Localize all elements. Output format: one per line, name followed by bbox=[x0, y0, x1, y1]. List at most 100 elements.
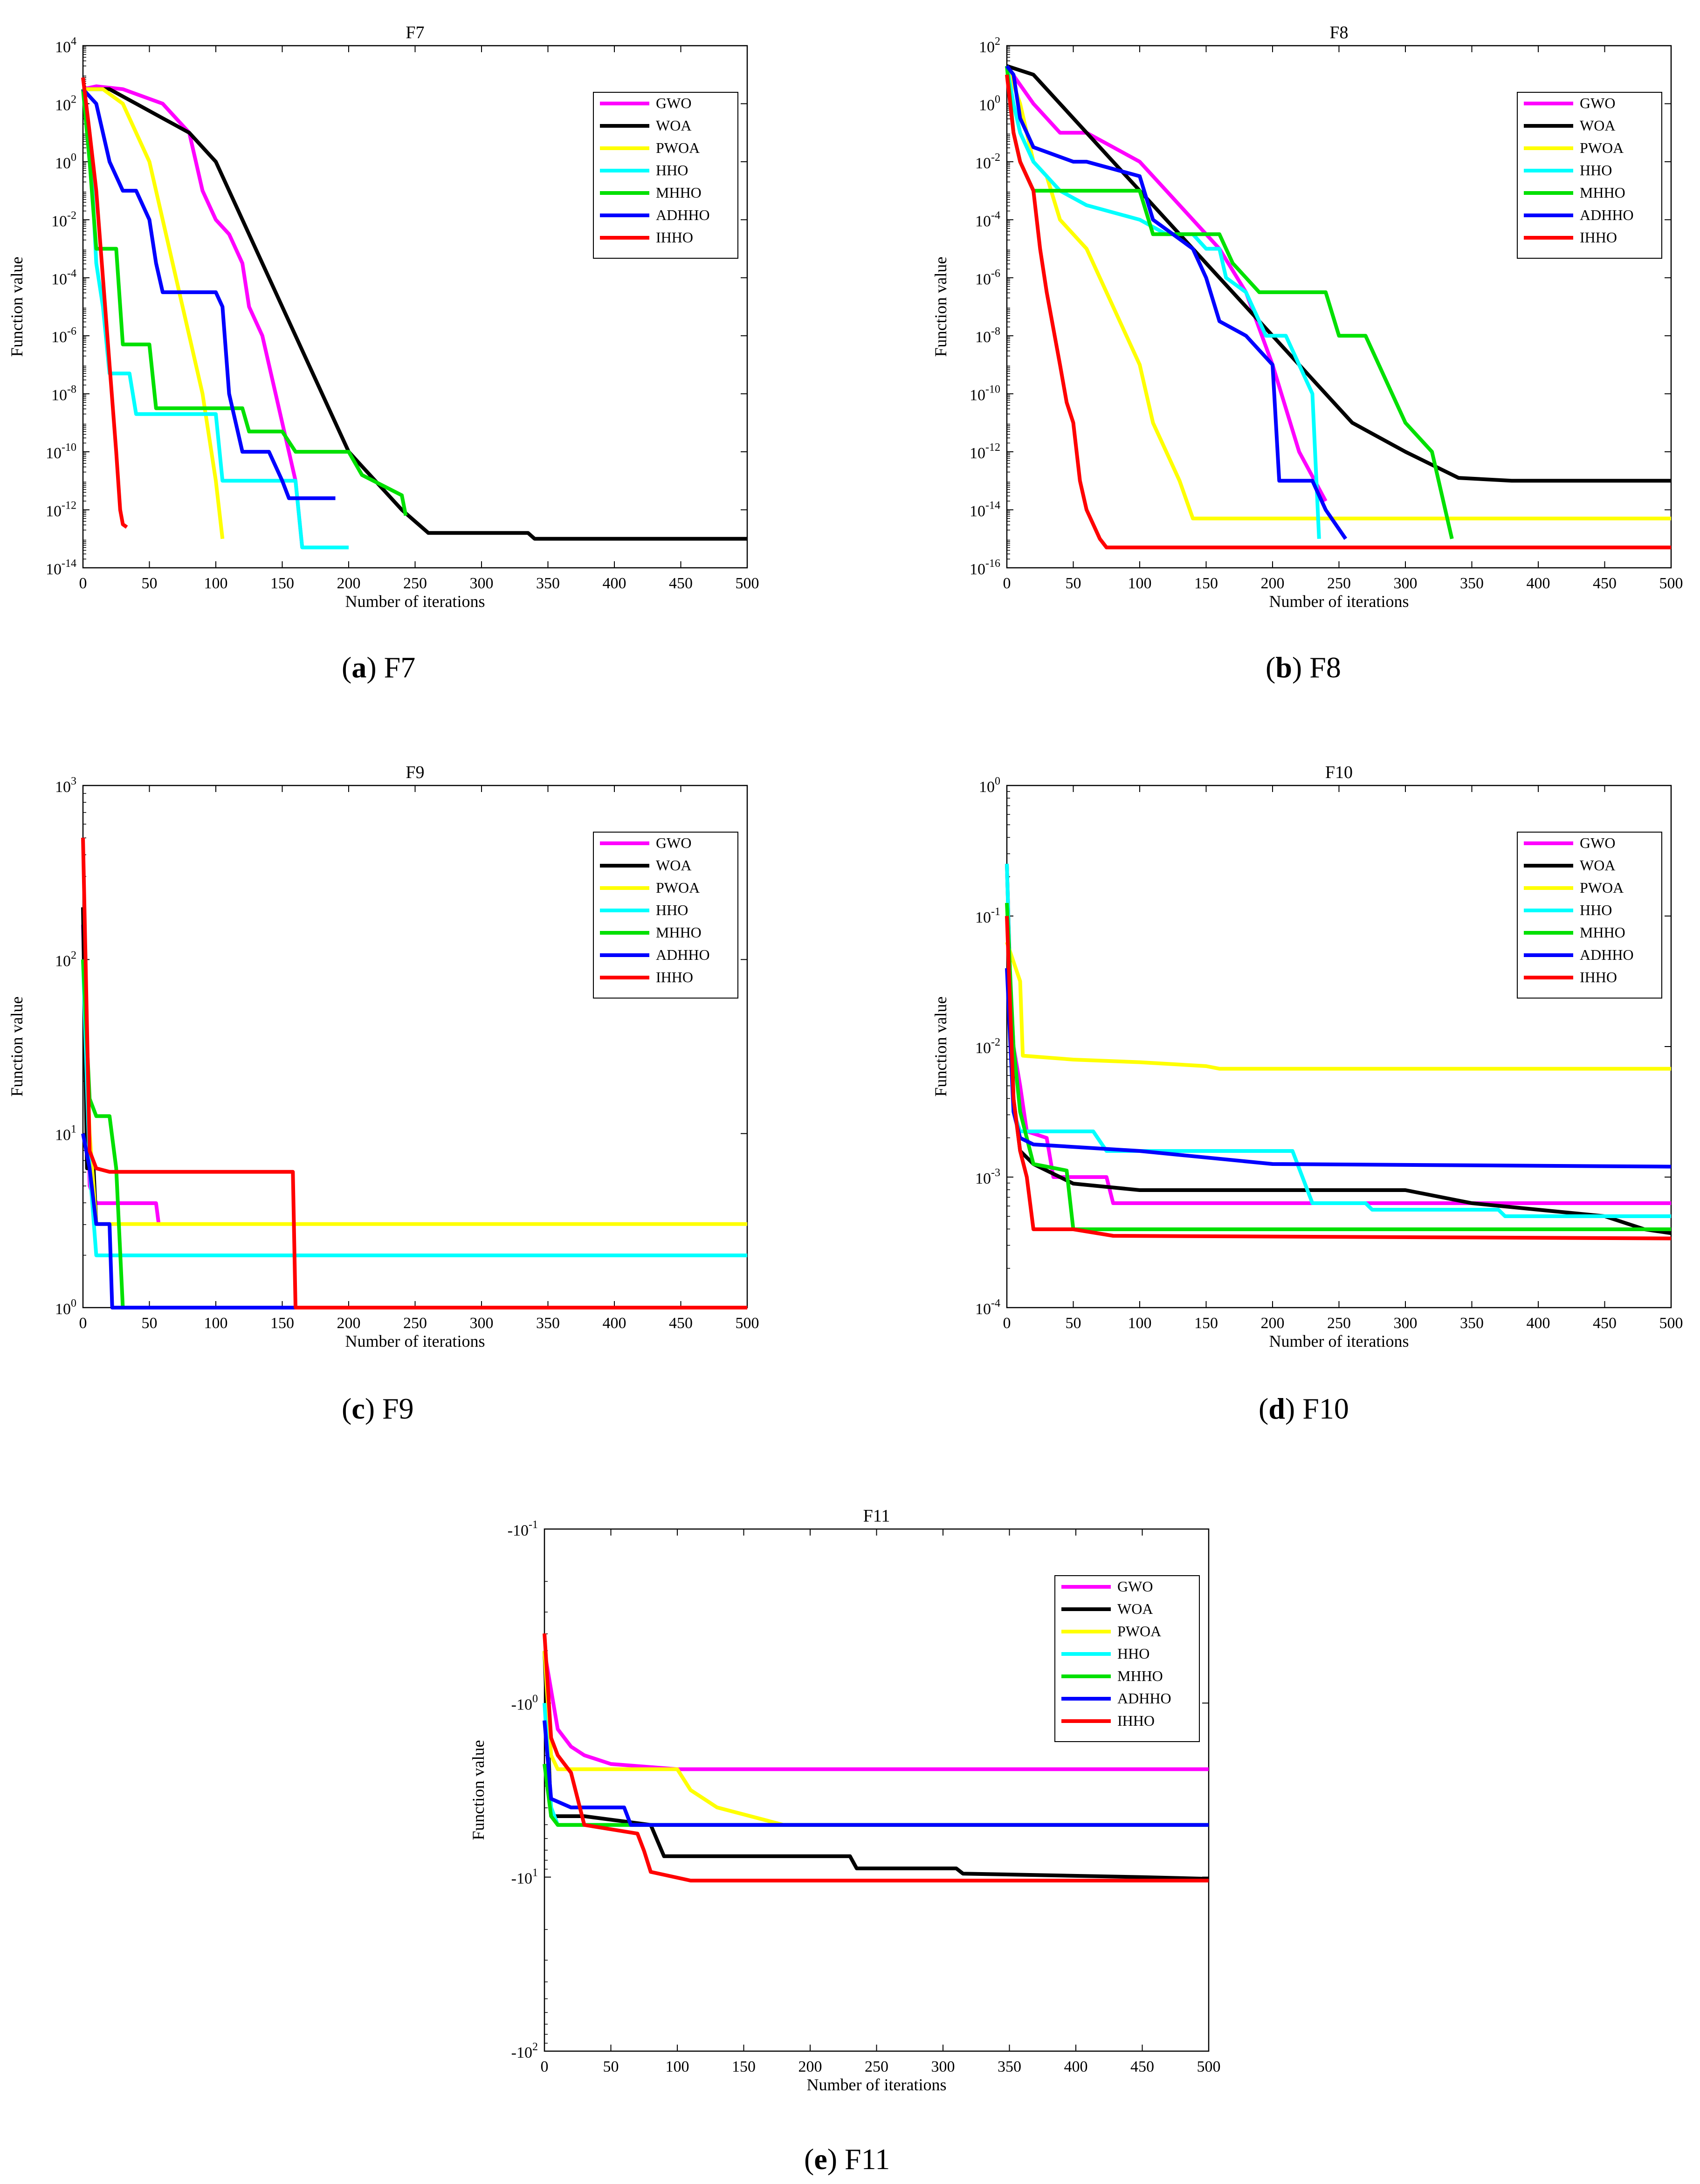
x-axis-label: Number of iterations bbox=[1269, 1332, 1409, 1350]
y-tick-label: 10-16 bbox=[970, 558, 1000, 578]
x-tick-label: 500 bbox=[1659, 1315, 1683, 1332]
x-tick-label: 400 bbox=[603, 1315, 626, 1332]
y-tick-label: -102 bbox=[511, 2041, 538, 2061]
x-tick-label: 400 bbox=[1064, 2058, 1088, 2075]
y-tick-label: 100 bbox=[979, 93, 1000, 114]
y-tick-label: -10-1 bbox=[508, 1519, 538, 1539]
x-axis-label: Number of iterations bbox=[345, 1332, 485, 1350]
x-tick-label: 500 bbox=[736, 575, 759, 592]
series-line-adhho bbox=[82, 88, 336, 500]
legend-label-adhho: ADHHO bbox=[1580, 946, 1634, 963]
legend: GWO WOA PWOA HHO MHHO ADHHO IHHO bbox=[593, 832, 738, 999]
x-tick-label: 500 bbox=[1197, 2058, 1221, 2075]
legend-label-adhho: ADHHO bbox=[656, 207, 710, 223]
x-tick-label: 100 bbox=[204, 575, 228, 592]
y-tick-label: 102 bbox=[55, 949, 76, 970]
x-tick-label: 350 bbox=[536, 1315, 560, 1332]
legend-box bbox=[1054, 1575, 1200, 1742]
y-tick-label: 10-3 bbox=[975, 1167, 1000, 1187]
y-axis-label: Function value bbox=[931, 257, 950, 357]
legend-label-ihho: IHHO bbox=[1580, 229, 1617, 246]
caption-e: (e) F11 bbox=[804, 2143, 890, 2176]
chart-title: F11 bbox=[863, 1506, 890, 1526]
x-tick-label: 150 bbox=[1194, 575, 1218, 592]
legend-label-woa: WOA bbox=[1117, 1600, 1153, 1617]
legend-label-gwo: GWO bbox=[1117, 1578, 1153, 1595]
x-tick-label: 50 bbox=[603, 2058, 619, 2075]
y-tick-label: 100 bbox=[55, 152, 76, 172]
legend-label-pwoa: PWOA bbox=[656, 139, 700, 156]
legend-label-hho: HHO bbox=[1580, 902, 1612, 918]
x-tick-label: 200 bbox=[798, 2058, 822, 2075]
legend-label-woa: WOA bbox=[656, 117, 691, 134]
x-tick-label: 200 bbox=[1261, 575, 1285, 592]
legend-label-adhho: ADHHO bbox=[1580, 207, 1634, 223]
x-axis-label: Number of iterations bbox=[1269, 592, 1409, 611]
x-tick-label: 350 bbox=[1460, 575, 1484, 592]
series-line-ihho bbox=[1005, 74, 1671, 550]
legend-label-pwoa: PWOA bbox=[656, 879, 700, 896]
legend-label-woa: WOA bbox=[1580, 857, 1615, 874]
x-tick-label: 500 bbox=[736, 1315, 759, 1332]
legend-label-pwoa: PWOA bbox=[1580, 139, 1624, 156]
x-axis-label: Number of iterations bbox=[345, 592, 485, 611]
x-tick-label: 450 bbox=[669, 1315, 693, 1332]
y-tick-label: 10-8 bbox=[975, 325, 1000, 346]
x-tick-label: 100 bbox=[1128, 575, 1152, 592]
y-tick-label: -100 bbox=[511, 1693, 538, 1713]
series-line-adhho bbox=[1005, 65, 1348, 540]
x-tick-label: 450 bbox=[669, 575, 693, 592]
y-tick-label: 10-14 bbox=[970, 500, 1000, 520]
y-axis-label: Function value bbox=[7, 997, 26, 1097]
series-line-mhho bbox=[1005, 66, 1454, 539]
chart-panel-4: 0 50 100 150 200 250 300 350 400 450 500 100 10-1 10-… bbox=[931, 763, 1683, 1350]
series-line-ihho bbox=[543, 1633, 1209, 1883]
legend-label-gwo: GWO bbox=[656, 95, 691, 111]
y-tick-label: 10-8 bbox=[51, 384, 76, 404]
series-line-ihho bbox=[81, 837, 747, 1309]
y-tick-label: 10-14 bbox=[46, 558, 76, 578]
x-tick-label: 400 bbox=[1527, 1315, 1550, 1332]
x-tick-label: 300 bbox=[470, 575, 494, 592]
chart-title: F9 bbox=[406, 763, 424, 782]
caption-d: (d) F10 bbox=[1259, 1392, 1349, 1425]
legend-label-hho: HHO bbox=[656, 162, 688, 179]
series-line-ihho bbox=[1005, 916, 1672, 1240]
x-tick-label: 50 bbox=[1066, 575, 1081, 592]
legend: GWO WOA PWOA HHO MHHO ADHHO IHHO bbox=[1054, 1575, 1200, 1742]
y-tick-label: 101 bbox=[55, 1123, 76, 1144]
x-tick-label: 300 bbox=[470, 1315, 494, 1332]
x-tick-label: 300 bbox=[1394, 1315, 1418, 1332]
y-tick-label: 102 bbox=[979, 35, 1000, 56]
x-tick-label: 500 bbox=[1659, 575, 1683, 592]
x-tick-label: 0 bbox=[541, 2058, 549, 2075]
legend-label-mhho: MHHO bbox=[1117, 1667, 1163, 1684]
series-line-adhho bbox=[543, 1720, 1209, 1827]
x-tick-label: 0 bbox=[79, 1315, 87, 1332]
legend-label-pwoa: PWOA bbox=[1117, 1623, 1161, 1640]
x-tick-label: 150 bbox=[1194, 1315, 1218, 1332]
x-tick-label: 450 bbox=[1593, 1315, 1617, 1332]
x-tick-label: 350 bbox=[998, 2058, 1021, 2075]
series-line-mhho bbox=[81, 89, 408, 516]
x-tick-label: 250 bbox=[403, 575, 427, 592]
x-tick-label: 250 bbox=[403, 1315, 427, 1332]
y-tick-label: 102 bbox=[55, 93, 76, 114]
chart-panel-2: 0 50 100 150 200 250 300 350 400 450 500 102 100 10-2… bbox=[931, 23, 1683, 611]
y-tick-label: 10-2 bbox=[975, 1036, 1000, 1057]
y-tick-label: 10-6 bbox=[51, 325, 76, 346]
chart-title: F10 bbox=[1325, 763, 1353, 782]
series-line-adhho bbox=[81, 1133, 296, 1309]
legend-label-mhho: MHHO bbox=[656, 184, 702, 201]
x-tick-label: 0 bbox=[1003, 1315, 1011, 1332]
y-tick-label: 10-10 bbox=[46, 441, 76, 462]
series-line-woa bbox=[543, 1651, 1209, 1881]
x-tick-label: 0 bbox=[79, 575, 87, 592]
y-tick-label: 103 bbox=[55, 775, 76, 796]
x-tick-label: 0 bbox=[1003, 575, 1011, 592]
chart-panel-3: 0 50 100 150 200 250 300 350 400 450 500 103 102 101 1… bbox=[7, 763, 759, 1350]
y-tick-label: 10-4 bbox=[51, 268, 76, 288]
x-axis-label: Number of iterations bbox=[807, 2075, 947, 2094]
y-tick-label: 104 bbox=[55, 35, 76, 56]
